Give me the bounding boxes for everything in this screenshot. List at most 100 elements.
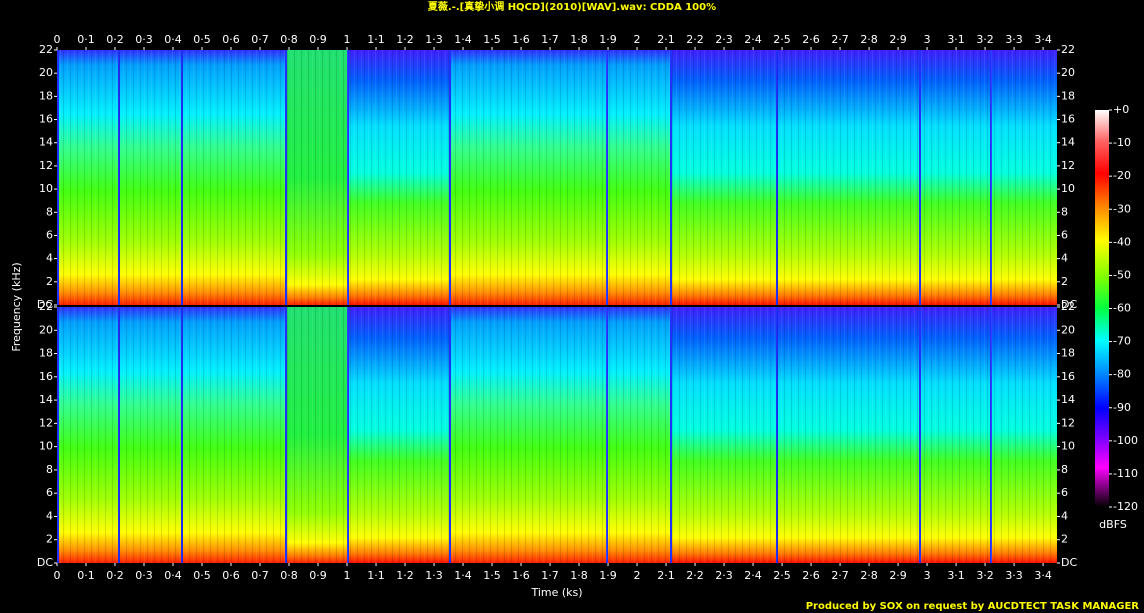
x-tick-label: 3·4 bbox=[1034, 33, 1052, 46]
y-tick-label: 16 bbox=[39, 370, 53, 383]
y-tick-label: 6 bbox=[1061, 486, 1068, 499]
x-tick-label: 1·9 bbox=[599, 569, 617, 582]
colorbar-tick-label: -60 bbox=[1113, 302, 1131, 315]
y-tick-label: 6 bbox=[46, 486, 53, 499]
y-tick-label: 8 bbox=[46, 205, 53, 218]
y-tick-label: 16 bbox=[1061, 113, 1075, 126]
x-tick-label: 0·4 bbox=[164, 569, 182, 582]
y-tick-label: 10 bbox=[39, 182, 53, 195]
y-tick-label: 20 bbox=[1061, 323, 1075, 336]
x-tick-label: 0·8 bbox=[280, 569, 298, 582]
x-tick-label: 1·9 bbox=[599, 33, 617, 46]
x-tick-label: 2·1 bbox=[657, 33, 675, 46]
x-tick-label: 3·1 bbox=[947, 569, 965, 582]
x-tick-label: 3·1 bbox=[947, 33, 965, 46]
y-tick-label: 2 bbox=[1061, 275, 1068, 288]
x-tick-label: 1·3 bbox=[425, 33, 443, 46]
x-tick-label: 0·2 bbox=[106, 569, 124, 582]
colorbar-tick-label: -110 bbox=[1113, 467, 1138, 480]
x-tick-label: 1·4 bbox=[454, 33, 472, 46]
x-tick-label: 0·2 bbox=[106, 33, 124, 46]
y-tick-label: 2 bbox=[1061, 533, 1068, 546]
x-tick-label: 1 bbox=[344, 33, 351, 46]
y-tick-label: 4 bbox=[1061, 252, 1068, 265]
x-tick-label: 2·9 bbox=[889, 33, 907, 46]
x-tick-label: 1·5 bbox=[483, 569, 501, 582]
x-tick-label: 2 bbox=[634, 33, 641, 46]
y-tick-label: 22 bbox=[39, 300, 53, 313]
y-axis-label: Frequency (kHz) bbox=[10, 262, 23, 351]
y-tick-label: 14 bbox=[1061, 393, 1075, 406]
x-tick-label: 1·7 bbox=[541, 33, 559, 46]
x-tick-label: 0 bbox=[54, 33, 61, 46]
y-tick-label: 18 bbox=[39, 347, 53, 360]
x-tick-label: 1·5 bbox=[483, 33, 501, 46]
x-tick-label: 1·1 bbox=[367, 569, 385, 582]
y-tick-label: 22 bbox=[1061, 300, 1075, 313]
y-tick-label: 10 bbox=[1061, 440, 1075, 453]
x-tick-label: 1 bbox=[344, 569, 351, 582]
y-tick-label: 22 bbox=[39, 43, 53, 56]
y-tick-label: DC bbox=[37, 298, 53, 311]
chart-title: 夏薇.-.[真挚小调 HQCD](2010)[WAV].wav: CDDA 10… bbox=[427, 0, 716, 13]
y-tick-label: 2 bbox=[46, 533, 53, 546]
y-tick-label: 14 bbox=[39, 136, 53, 149]
x-axis-label: Time (ks) bbox=[530, 586, 582, 599]
y-tick-label: 8 bbox=[1061, 463, 1068, 476]
x-tick-label: 1·2 bbox=[396, 569, 414, 582]
y-tick-label: 4 bbox=[46, 509, 53, 522]
y-tick-label: DC bbox=[1061, 556, 1077, 569]
y-tick-label: 22 bbox=[1061, 43, 1075, 56]
x-tick-label: 2·5 bbox=[773, 33, 791, 46]
x-tick-label: 0·1 bbox=[77, 569, 95, 582]
x-tick-label: 0·1 bbox=[77, 33, 95, 46]
y-tick-label: 12 bbox=[39, 416, 53, 429]
colorbar-tick-label: -90 bbox=[1113, 401, 1131, 414]
colorbar-tick-label: -40 bbox=[1113, 235, 1131, 248]
colorbar-tick-label: -70 bbox=[1113, 335, 1131, 348]
x-tick-label: 2·2 bbox=[686, 33, 704, 46]
x-tick-label: 1·2 bbox=[396, 33, 414, 46]
x-tick-label: 3·4 bbox=[1034, 569, 1052, 582]
y-tick-label: 18 bbox=[1061, 347, 1075, 360]
x-tick-label: 2·8 bbox=[860, 569, 878, 582]
x-tick-label: 0·6 bbox=[222, 569, 240, 582]
x-tick-label: 2·5 bbox=[773, 569, 791, 582]
y-tick-label: 20 bbox=[1061, 66, 1075, 79]
x-tick-label: 2·6 bbox=[802, 33, 820, 46]
y-tick-label: 8 bbox=[1061, 205, 1068, 218]
y-tick-label: 18 bbox=[1061, 89, 1075, 102]
y-tick-label: 20 bbox=[39, 66, 53, 79]
x-tick-label: 0·7 bbox=[251, 33, 269, 46]
y-tick-label: 2 bbox=[46, 275, 53, 288]
colorbar-tick-label: -50 bbox=[1113, 268, 1131, 281]
y-tick-label: 10 bbox=[39, 440, 53, 453]
x-tick-label: 1·1 bbox=[367, 33, 385, 46]
colorbar-tick-label: -100 bbox=[1113, 434, 1138, 447]
y-tick-label: 4 bbox=[1061, 509, 1068, 522]
x-tick-label: 1·3 bbox=[425, 569, 443, 582]
x-tick-label: 2 bbox=[634, 569, 641, 582]
x-tick-label: 2·1 bbox=[657, 569, 675, 582]
x-tick-label: 0·8 bbox=[280, 33, 298, 46]
colorbar-label: dBFS bbox=[1099, 518, 1127, 531]
x-tick-label: 1·6 bbox=[512, 569, 530, 582]
y-tick-label: 10 bbox=[1061, 182, 1075, 195]
colorbar-tick-label: -20 bbox=[1113, 169, 1131, 182]
y-tick-label: 6 bbox=[1061, 228, 1068, 241]
y-tick-label: DC bbox=[1061, 298, 1077, 311]
x-tick-label: 2·3 bbox=[715, 569, 733, 582]
y-tick-label: 16 bbox=[1061, 370, 1075, 383]
x-tick-label: 2·4 bbox=[744, 33, 762, 46]
y-tick-label: 12 bbox=[39, 159, 53, 172]
x-tick-label: 3 bbox=[924, 569, 931, 582]
colorbar-tick-label: -10 bbox=[1113, 136, 1131, 149]
spectrogram-texture bbox=[57, 307, 1057, 563]
spectrogram-image bbox=[57, 50, 1057, 563]
x-tick-label: 2·2 bbox=[686, 569, 704, 582]
x-tick-label: 3·3 bbox=[1005, 33, 1023, 46]
y-tick-label: 8 bbox=[46, 463, 53, 476]
y-tick-label: 14 bbox=[1061, 136, 1075, 149]
y-tick-label: 12 bbox=[1061, 159, 1075, 172]
